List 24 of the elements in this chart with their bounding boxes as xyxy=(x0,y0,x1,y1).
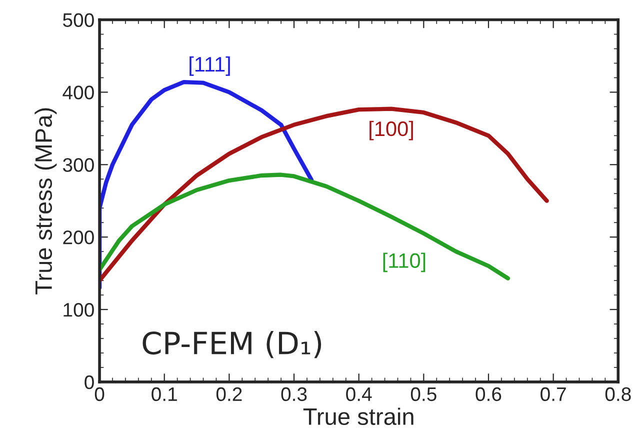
line-series xyxy=(100,106,549,283)
annotation: CP-FEM (D₁) xyxy=(142,330,322,358)
y-tick-label: 100 xyxy=(64,302,94,317)
y-tick-label: 200 xyxy=(63,230,94,244)
y-tick-label: 400 xyxy=(62,86,94,100)
x-tick-label: 0.2 xyxy=(216,387,242,402)
line-series xyxy=(100,80,314,290)
series-label: [111] xyxy=(190,56,230,76)
x-tick-label: 0.6 xyxy=(476,387,502,402)
x-tick-label: 0 xyxy=(94,387,104,402)
y-tick-label: 500 xyxy=(63,13,94,27)
y-tick-label: 0 xyxy=(84,375,94,390)
x-tick-label: 0.1 xyxy=(152,387,177,402)
x-tick-label: 0.8 xyxy=(605,387,631,402)
x-tick-label: 0.5 xyxy=(410,387,436,402)
x-tick-label: 0.7 xyxy=(540,387,566,402)
line-series xyxy=(100,172,510,280)
y-tick-label: 300 xyxy=(62,158,94,172)
x-tick-label: 0.3 xyxy=(281,387,307,402)
series-label: [110] xyxy=(383,252,426,272)
x-axis-title: True strain xyxy=(303,408,414,426)
x-tick-label: 0.4 xyxy=(346,387,372,402)
series-label: [100] xyxy=(370,120,413,140)
y-axis-title: True stress (MPa) xyxy=(34,108,57,294)
